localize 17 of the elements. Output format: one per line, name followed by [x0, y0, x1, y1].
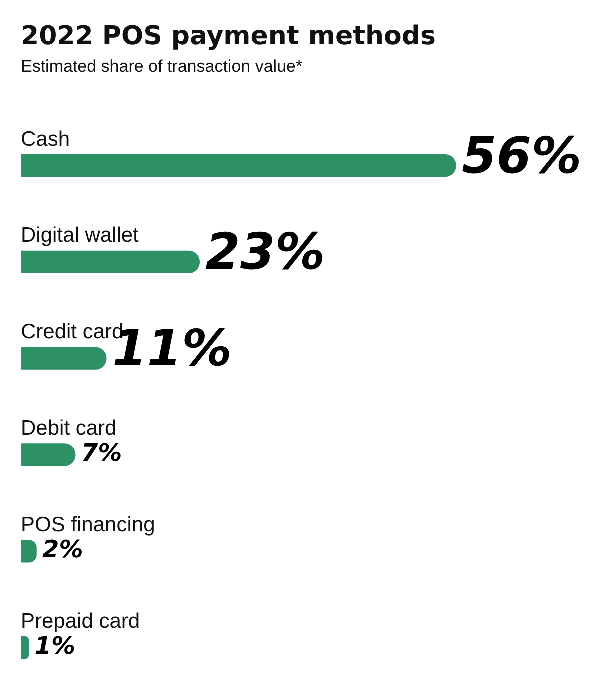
y-tick-label: Debit card [21, 417, 117, 440]
y-tick-label: POS financing [21, 513, 156, 536]
y-tick-label: Prepaid card [21, 610, 140, 633]
chart-subtitle: Estimated share of transaction value* [21, 57, 303, 76]
bar [21, 347, 107, 370]
data-label: 2% [42, 536, 84, 564]
y-tick-label: Digital wallet [21, 224, 140, 248]
data-label: 7% [81, 439, 122, 468]
data-label: 56% [462, 126, 582, 185]
bar [21, 636, 30, 660]
bar [21, 444, 76, 466]
chart-title: 2022 POS payment methods [21, 21, 436, 52]
data-label: 1% [34, 632, 76, 660]
bar [21, 154, 456, 178]
bar [21, 250, 200, 274]
y-tick-label: Cash [21, 128, 70, 151]
data-label: 23% [206, 223, 326, 282]
